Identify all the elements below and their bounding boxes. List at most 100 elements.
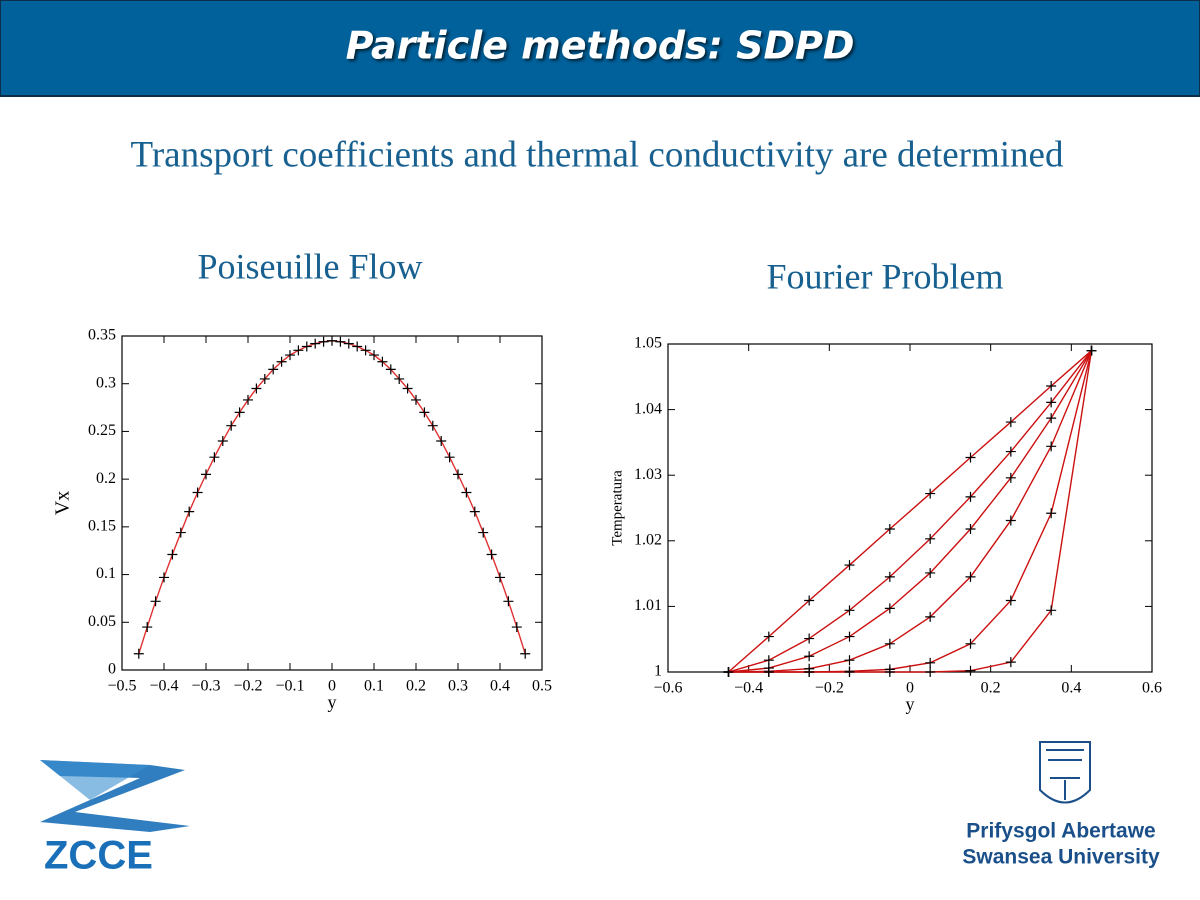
x-tick-label: −0.2 xyxy=(815,680,844,697)
y-tick-label: 0.2 xyxy=(96,470,116,487)
data-marker xyxy=(844,560,855,571)
data-marker xyxy=(1046,441,1057,452)
data-marker xyxy=(293,345,304,356)
y-axis-label: Vx xyxy=(52,491,74,515)
data-marker xyxy=(394,373,405,384)
x-tick-label: −0.4 xyxy=(734,680,763,697)
y-tick-label: 1.05 xyxy=(634,335,662,352)
x-axis-label: y xyxy=(328,692,337,712)
data-marker xyxy=(192,487,203,498)
y-tick-label: 1.03 xyxy=(634,466,662,483)
x-tick-label: 0.2 xyxy=(406,678,426,695)
data-marker xyxy=(763,631,774,642)
data-marker xyxy=(844,605,855,616)
data-marker xyxy=(884,523,895,534)
data-marker xyxy=(209,452,220,463)
x-tick-label: −0.1 xyxy=(275,678,304,695)
data-marker xyxy=(763,667,774,677)
data-marker xyxy=(1046,380,1057,391)
data-marker xyxy=(469,506,480,517)
chart-title: Poiseuille Flow xyxy=(197,246,422,286)
data-marker xyxy=(427,420,438,431)
data-marker xyxy=(925,533,936,544)
x-tick-label: 0 xyxy=(328,678,336,695)
data-marker xyxy=(436,435,447,446)
data-marker xyxy=(1046,397,1057,408)
data-marker xyxy=(243,394,253,405)
data-marker xyxy=(327,335,337,346)
data-marker xyxy=(478,527,489,538)
data-marker xyxy=(150,596,161,607)
data-marker xyxy=(310,338,321,349)
data-marker xyxy=(1005,472,1016,483)
data-marker xyxy=(352,341,363,352)
x-axis-label: y xyxy=(906,694,915,714)
x-tick-label: −0.5 xyxy=(107,678,136,695)
x-tick-label: 0.1 xyxy=(364,678,384,695)
x-tick-label: 0.4 xyxy=(1061,680,1081,697)
data-marker xyxy=(1005,515,1016,526)
data-marker xyxy=(444,452,455,463)
slide-subtitle: Transport coefficients and thermal condu… xyxy=(131,134,1064,175)
data-marker xyxy=(251,383,262,394)
data-marker xyxy=(285,350,295,361)
y-tick-label: 1 xyxy=(654,663,662,680)
logo-text: Swansea University xyxy=(962,846,1160,869)
data-marker xyxy=(804,595,815,606)
data-marker xyxy=(318,336,329,347)
y-tick-label: 1.04 xyxy=(634,400,662,417)
data-marker xyxy=(259,373,270,384)
data-marker xyxy=(226,420,237,431)
x-tick-label: −0.3 xyxy=(191,678,220,695)
data-marker xyxy=(184,506,195,517)
x-tick-label: −0.4 xyxy=(149,678,178,695)
y-tick-label: 0.1 xyxy=(96,565,116,582)
data-marker xyxy=(965,523,976,534)
data-marker xyxy=(1005,595,1016,606)
data-marker xyxy=(844,631,855,642)
data-marker xyxy=(369,350,379,361)
data-marker xyxy=(884,571,895,582)
series-line xyxy=(728,350,1092,673)
data-marker xyxy=(925,611,936,622)
data-marker xyxy=(965,638,976,649)
chart-title: Fourier Problem xyxy=(767,256,1004,296)
y-tick-label: 0 xyxy=(108,661,116,678)
data-marker xyxy=(167,549,178,560)
data-marker xyxy=(884,667,895,677)
data-marker xyxy=(520,648,531,659)
data-marker xyxy=(385,364,396,375)
y-tick-label: 0.25 xyxy=(88,422,116,439)
data-marker xyxy=(925,657,936,668)
data-marker xyxy=(486,549,497,560)
data-marker xyxy=(201,469,211,480)
y-tick-label: 0.3 xyxy=(96,374,116,391)
x-tick-label: 0.2 xyxy=(981,680,1001,697)
data-marker xyxy=(461,487,472,498)
zcce-logo: ZCCE xyxy=(40,760,190,878)
data-marker xyxy=(1046,413,1057,424)
x-tick-label: 0 xyxy=(906,680,914,697)
header-bar xyxy=(0,0,1200,97)
data-marker xyxy=(402,383,413,394)
data-marker xyxy=(1046,508,1057,519)
data-marker xyxy=(133,648,144,659)
data-marker xyxy=(343,338,354,349)
data-marker xyxy=(844,655,855,666)
data-marker xyxy=(1005,446,1016,457)
data-marker xyxy=(377,356,388,367)
data-marker xyxy=(804,667,815,677)
data-marker xyxy=(419,407,430,418)
data-marker xyxy=(1005,417,1016,428)
x-tick-label: −0.6 xyxy=(653,680,682,697)
x-tick-label: 0.4 xyxy=(490,678,510,695)
data-marker xyxy=(925,567,936,578)
data-marker xyxy=(503,596,514,607)
data-marker xyxy=(268,364,279,375)
y-tick-label: 0.35 xyxy=(88,327,116,344)
x-tick-label: 0.5 xyxy=(532,678,552,695)
data-marker xyxy=(335,336,346,347)
data-marker xyxy=(965,491,976,502)
series-line xyxy=(728,350,1093,673)
data-marker xyxy=(804,651,815,662)
